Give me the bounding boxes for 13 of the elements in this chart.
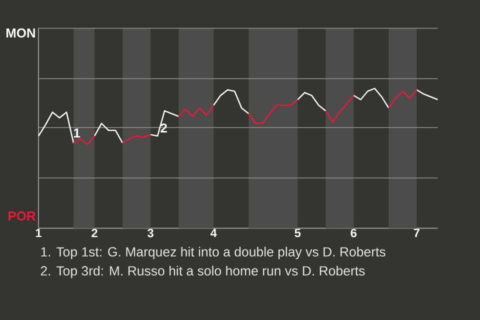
x-tick-label: 6 — [350, 228, 357, 238]
x-tick-label: 4 — [210, 228, 217, 238]
annotation: 1 — [74, 128, 80, 138]
text: MON — [6, 28, 35, 38]
annotation: 2 — [160, 123, 167, 133]
text: 2. Top 3rd: M. Russo hit a solo home run vs D. Roberts — [40, 266, 365, 278]
text: 1. Top 1st: G. Marquez hit into a double play vs D. Roberts — [41, 246, 386, 260]
x-tick-label: 1 — [36, 228, 42, 238]
x-tick-label: 7 — [414, 228, 420, 238]
x-tick-label: 5 — [294, 228, 301, 238]
x-tick-label: 2 — [92, 228, 98, 238]
text: POR — [8, 211, 36, 221]
x-tick-label: 3 — [148, 228, 154, 238]
